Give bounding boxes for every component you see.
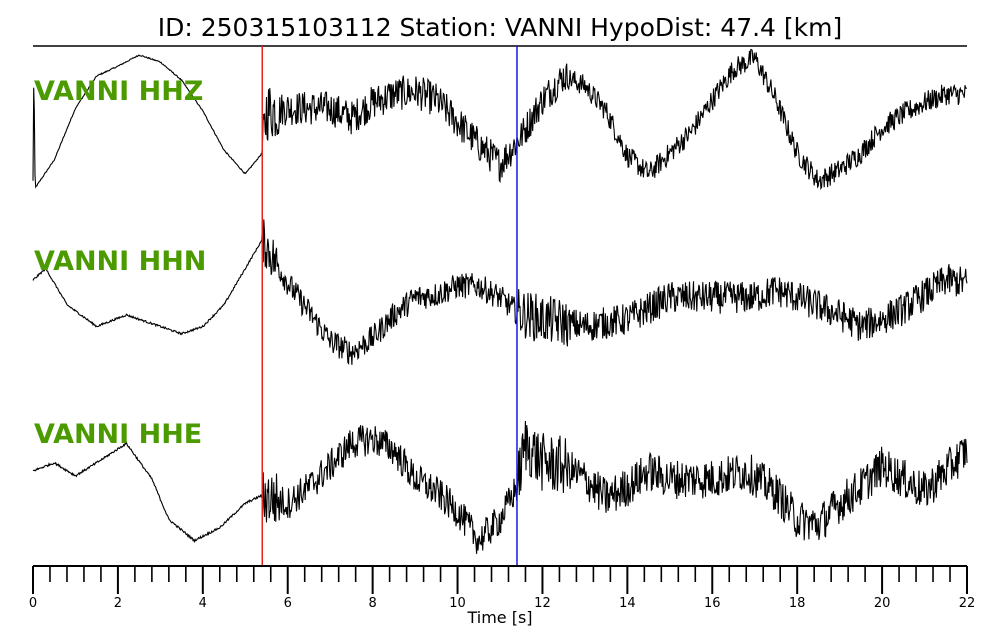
x-tick-label: 8 — [368, 596, 376, 611]
x-axis-label: Time [s] — [466, 608, 532, 627]
phase-markers — [261, 46, 518, 566]
trace-line-3 — [32, 420, 968, 554]
chart-title: ID: 250315103112 Station: VANNI HypoDist… — [158, 13, 843, 42]
x-tick-label: 20 — [874, 596, 891, 611]
x-tick-label: 0 — [29, 596, 37, 611]
trace-label-1: VANNI HHZ — [34, 76, 203, 107]
trace-labels: VANNI HHZ VANNI HHN VANNI HHE — [34, 76, 206, 450]
x-tick-label: 16 — [704, 596, 721, 611]
time-axis: 0 2 4 6 8 10 12 14 16 18 20 22 — [29, 565, 976, 611]
traces-group — [32, 48, 968, 554]
trace-label-2: VANNI HHN — [34, 246, 206, 277]
trace-line-1 — [32, 48, 968, 191]
x-tick-label: 22 — [959, 596, 976, 611]
x-tick-label: 12 — [534, 596, 551, 611]
x-tick-label: 14 — [619, 596, 636, 611]
trace-line-2 — [32, 219, 968, 366]
x-tick-label: 18 — [789, 596, 806, 611]
x-tick-label: 10 — [449, 596, 466, 611]
trace-label-3: VANNI HHE — [34, 419, 202, 450]
x-tick-label: 2 — [114, 596, 122, 611]
x-tick-label: 6 — [284, 596, 292, 611]
x-tick-label: 4 — [199, 596, 207, 611]
